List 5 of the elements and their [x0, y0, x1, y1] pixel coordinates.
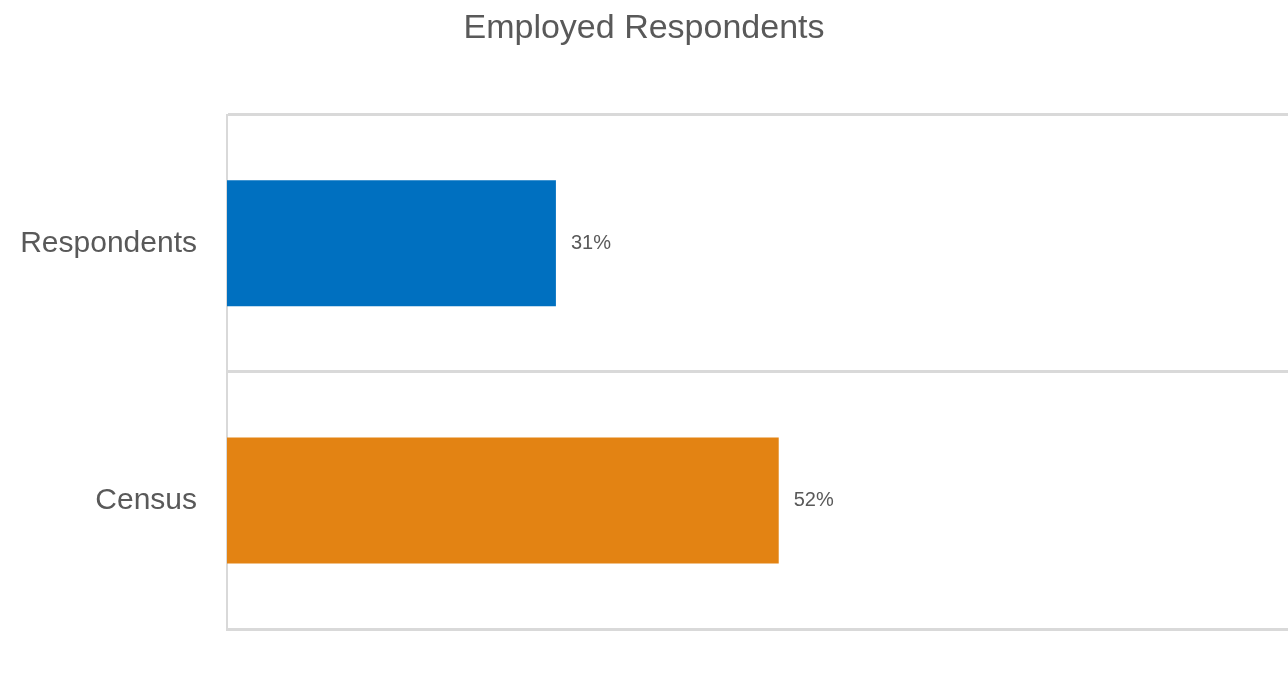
data-label: 31%	[570, 230, 612, 253]
y-tick-label: Census	[95, 481, 197, 515]
chart-title: Employed Respondents	[463, 6, 825, 45]
y-tick-label: Respondents	[20, 224, 197, 258]
data-label: 52%	[793, 487, 834, 510]
